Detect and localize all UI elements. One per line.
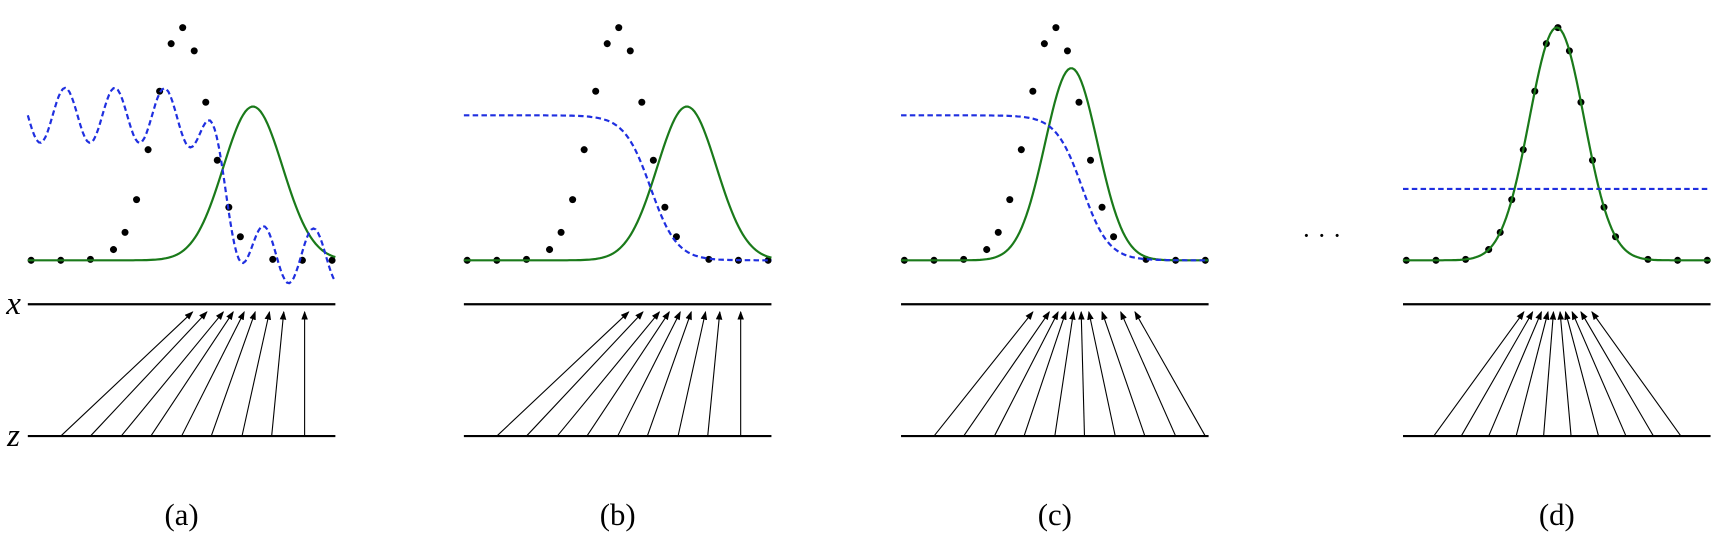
panel-label: (b) [600, 498, 636, 532]
mapping-arrow [1101, 310, 1146, 437]
data-dot [1087, 156, 1095, 164]
data-dot [983, 246, 991, 254]
generator-curve [463, 105, 772, 262]
data-dot [705, 255, 713, 263]
mapping-arrow [993, 310, 1059, 437]
data-dot [649, 156, 657, 164]
mapping-arrow [150, 311, 234, 437]
data-dot [615, 24, 623, 32]
data-dot [626, 47, 634, 55]
panel-label: (a) [165, 498, 199, 532]
mapping-arrow [120, 311, 225, 437]
mapping-arrow [1571, 310, 1627, 437]
panel-label: (d) [1539, 498, 1575, 532]
mapping-arrow [181, 310, 245, 437]
mapping-arrow [617, 310, 681, 437]
mapping-arrow [1488, 310, 1542, 437]
data-dot [179, 24, 187, 32]
data-dot [213, 156, 221, 164]
discriminator-curve [901, 114, 1209, 262]
mapping-arrow [241, 310, 272, 437]
mapping-arrow [1433, 311, 1525, 437]
mapping-arrow [933, 311, 1034, 437]
data-dot [109, 246, 118, 254]
mapping-arrow [1078, 310, 1086, 437]
data-dot [269, 255, 277, 263]
mapping-arrow [1087, 310, 1116, 437]
mapping-arrow [90, 311, 208, 437]
data-dot [236, 233, 244, 241]
data-dot [1040, 40, 1048, 48]
data-dot [638, 98, 646, 106]
mapping-arrow [1543, 310, 1557, 437]
ellipsis: · · · [1302, 221, 1342, 250]
mapping-arrow [1023, 310, 1067, 437]
mapping-arrow [646, 310, 692, 437]
mapping-arrow [1591, 311, 1682, 437]
data-dot [1006, 196, 1014, 204]
data-dot [1017, 146, 1025, 154]
panel-label: (c) [1038, 498, 1072, 532]
data-dot [546, 246, 554, 254]
data-dot [1098, 203, 1106, 211]
data-dot [557, 228, 565, 236]
data-dot [994, 228, 1002, 236]
discriminator-curve [463, 114, 772, 262]
data-dot [569, 196, 577, 204]
discriminator-curve [26, 86, 337, 285]
data-dot [661, 203, 669, 211]
mapping-arrow [271, 310, 287, 437]
mapping-arrow [1564, 310, 1600, 437]
data-dot [190, 47, 198, 55]
mapping-arrow [1134, 310, 1206, 437]
data-dot [603, 40, 611, 48]
mapping-arrow [60, 311, 194, 437]
mapping-arrow [1515, 310, 1550, 437]
data-dot [1110, 233, 1118, 241]
data-dot [121, 228, 129, 236]
mapping-arrow [1580, 310, 1654, 437]
mapping-arrow [496, 311, 630, 437]
generator-curve [1403, 26, 1711, 262]
x-label: x [5, 286, 21, 322]
mapping-arrow [677, 310, 708, 437]
mapping-arrow [1557, 310, 1572, 437]
mapping-arrow [526, 311, 644, 437]
z-label: z [6, 418, 20, 454]
mapping-arrow [1054, 310, 1076, 437]
mapping-arrow [707, 310, 723, 437]
mapping-arrow [1460, 310, 1534, 437]
data-dot [133, 196, 141, 204]
data-dot [1075, 98, 1083, 106]
data-dot [592, 87, 600, 95]
data-dot [1063, 47, 1071, 55]
data-dot [764, 256, 772, 264]
generator-curve [27, 105, 336, 262]
mapping-arrow [556, 311, 661, 437]
data-dot [202, 98, 210, 106]
data-dot [1029, 87, 1037, 95]
mapping-arrow [210, 310, 256, 437]
mapping-arrow [963, 311, 1050, 437]
generator-curve [901, 67, 1209, 262]
data-dot [144, 146, 152, 154]
data-dot [328, 256, 336, 264]
data-dot [167, 40, 175, 48]
mapping-arrow [1120, 310, 1177, 437]
data-dot [1052, 24, 1060, 32]
data-dot [580, 146, 588, 154]
mapping-arrow [586, 311, 670, 437]
